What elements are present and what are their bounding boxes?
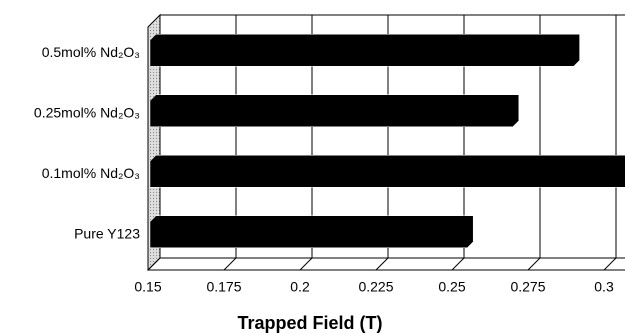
y-tick-label: Pure Y123 [74, 225, 140, 241]
bars [149, 34, 625, 248]
x-axis-title: Trapped Field (T) [237, 313, 382, 333]
bar [149, 215, 474, 248]
floor-grid-line [451, 257, 465, 271]
bar [149, 34, 580, 67]
floor-grid-line [299, 257, 313, 271]
y-tick-label: 0.5mol% Nd₂O₃ [42, 44, 140, 60]
x-tick-label: 0.225 [358, 279, 393, 295]
floor-grid-line [527, 257, 541, 271]
x-tick-label: 0.15 [134, 279, 161, 295]
x-tick-label: 0.2 [290, 279, 310, 295]
y-tick-label: 0.1mol% Nd₂O₃ [42, 165, 140, 181]
floor-grid-line [147, 257, 161, 271]
y-tick-label: 0.25mol% Nd₂O₃ [34, 104, 140, 120]
floor-grid-line [375, 257, 389, 271]
x-tick-label: 0.25 [438, 279, 465, 295]
x-tick-label: 0.275 [510, 279, 545, 295]
floor-grid-line [603, 257, 617, 271]
x-tick-label: 0.3 [594, 279, 614, 295]
bar [149, 94, 520, 127]
x-tick-label: 0.175 [206, 279, 241, 295]
floor-grid-line [223, 257, 237, 271]
bar [149, 155, 625, 188]
